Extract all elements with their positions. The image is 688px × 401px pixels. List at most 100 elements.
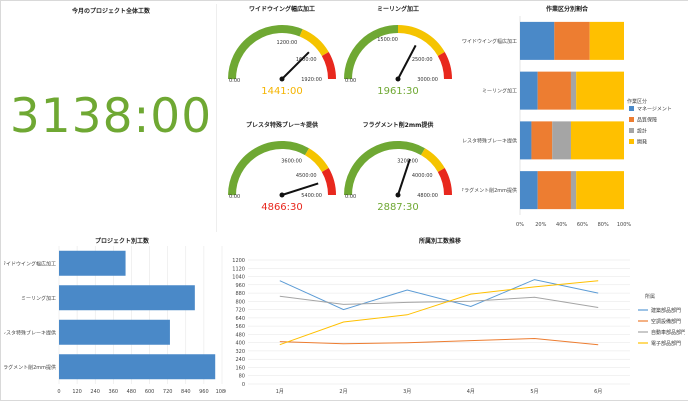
gauge-tick-label: 4500:00: [296, 173, 317, 179]
gauge-band-green: [228, 25, 303, 80]
bar: [59, 250, 126, 276]
legend-label: 品質保障: [637, 117, 657, 124]
gauge-value: 1961:30: [377, 86, 419, 97]
total-hours-panel: 今月のプロジェクト全体工数 3138:00: [6, 4, 217, 232]
gauge-dial: 0:00 3600:00 4500:00 5400:00: [228, 141, 336, 200]
gauge-needle: [281, 182, 319, 196]
gauge-needle-hub: [279, 192, 285, 198]
gauge-needle-hub: [279, 76, 285, 82]
gauge-band-yellow: [397, 25, 445, 57]
y-tick-label: 1120: [232, 266, 245, 272]
x-tick-label: 60%: [577, 222, 588, 228]
gauge-title: プレスタ特殊ブレーキ提供: [245, 122, 318, 129]
y-tick-label: 640: [235, 316, 245, 322]
category-label: ミーリング加工: [482, 88, 517, 95]
x-tick-label: 120: [72, 389, 82, 395]
stacked-segment: [570, 121, 624, 160]
gauge-band-red: [321, 168, 336, 196]
legend-label: 開発: [637, 139, 647, 146]
stacked-segment: [570, 171, 577, 210]
gauge-band-yellow: [299, 29, 329, 57]
gauge-needle-hub: [395, 76, 401, 82]
gauge-tick-label: 1200:00: [277, 40, 298, 46]
x-tick-label: 1080: [216, 389, 226, 395]
category-label: プレスタ特殊ブレーキ提供: [4, 329, 56, 336]
x-tick-label: 840: [181, 389, 191, 395]
gauge-band-red: [437, 52, 452, 80]
series-line: [279, 295, 599, 308]
x-tick-label: 240: [90, 389, 100, 395]
stacked-segment: [589, 21, 624, 60]
gauge-dial: 0:00 3200:00 4000:00 4800:00: [344, 141, 452, 200]
y-tick-label: 80: [239, 374, 245, 380]
y-tick-label: 800: [235, 299, 245, 305]
x-tick-label: 3月: [403, 389, 411, 395]
legend-label: 空調設備部門: [651, 318, 681, 325]
gauge-band-green: [344, 141, 425, 196]
x-tick-label: 600: [145, 389, 155, 395]
x-tick-label: 4月: [467, 389, 475, 395]
x-tick-label: 720: [163, 389, 173, 395]
gauge-band-green: [228, 141, 309, 196]
x-tick-label: 100%: [617, 222, 632, 228]
gauge-band-yellow: [304, 148, 329, 173]
x-tick-label: 960: [199, 389, 209, 395]
gauge-tick-label: 3600:00: [281, 158, 302, 164]
legend-title: 所属: [645, 293, 655, 300]
y-tick-label: 880: [235, 291, 245, 297]
stacked-segment: [537, 71, 571, 110]
bar: [59, 319, 170, 345]
gauge-2: プレスタ特殊ブレーキ提供 0:00 3600:00 4500:00 5400:00 4…: [228, 120, 350, 235]
x-tick-label: 5月: [530, 389, 538, 395]
gauge-tick-label: 1920:00: [301, 77, 322, 83]
gauge-value: 2887:30: [377, 202, 419, 213]
category-label: フラグメント削2mm提供: [462, 187, 517, 194]
category-label: ワイドウイング幅広加工: [462, 38, 517, 45]
gauge-tick-label: 4800:00: [417, 193, 438, 199]
gauge-min-label: 0:00: [229, 194, 240, 200]
gauge-0: ワイドウイング幅広加工 0:00 1200:00 1600:00 1920:00 14…: [228, 4, 350, 119]
x-tick-label: 20%: [535, 222, 546, 228]
y-tick-label: 400: [235, 341, 245, 347]
y-tick-label: 320: [235, 349, 245, 355]
department-trend-chart: 所属別工数推移 所属 0 80 160 240 320 400 480 560 640 720 80…: [232, 237, 685, 395]
stacked-segment: [520, 171, 538, 210]
stacked-segment: [576, 71, 624, 110]
y-tick-label: 720: [235, 308, 245, 314]
y-tick-label: 560: [235, 324, 245, 330]
gauge-tick-label: 4000:00: [412, 173, 433, 179]
chart-title: 所属別工数推移: [419, 237, 461, 245]
category-label: ワイドウイング幅広加工: [4, 260, 56, 267]
stacked-segment: [520, 21, 555, 60]
stacked-segment: [576, 171, 624, 210]
gauge-title: フラグメント削2mm提供: [362, 122, 434, 129]
gauge-title: ワイドウイング幅広加工: [248, 6, 315, 13]
legend-label: 自動車部品部門: [651, 329, 685, 336]
stacked-segment: [537, 171, 571, 210]
category-label: ミーリング加工: [21, 295, 56, 302]
stacked-segment: [520, 121, 532, 160]
gauge-value: 1441:00: [261, 86, 303, 97]
legend-swatch: [629, 139, 634, 144]
gauge-min-label: 0:00: [229, 78, 240, 84]
gauge-band-red: [321, 52, 336, 80]
gauge-min-label: 0:00: [345, 194, 356, 200]
legend-swatch: [629, 128, 634, 133]
series-line: [279, 280, 599, 346]
gauge-tick-label: 1500:00: [377, 37, 398, 43]
x-tick-label: 0%: [516, 222, 524, 228]
y-tick-label: 0: [242, 382, 245, 388]
x-tick-label: 6月: [594, 389, 602, 395]
gauge-1: ミーリング加工 0:00 1500:00 2500:00 3000:00 1961:3…: [344, 4, 466, 119]
category-label: プレスタ特殊ブレーキ提供: [462, 137, 517, 144]
legend-label: 設計: [637, 128, 647, 135]
chart-title: 作業区分別割合: [546, 5, 589, 13]
x-tick-label: 480: [127, 389, 137, 395]
legend-label: マネージメント: [637, 107, 672, 113]
stacked-segment: [520, 71, 538, 110]
series-line: [279, 337, 599, 346]
gauge-3: フラグメント削2mm提供 0:00 3200:00 4000:00 4800:00 2…: [344, 120, 466, 235]
bar: [59, 354, 216, 380]
bar: [59, 285, 195, 311]
stacked-segment: [570, 71, 577, 110]
